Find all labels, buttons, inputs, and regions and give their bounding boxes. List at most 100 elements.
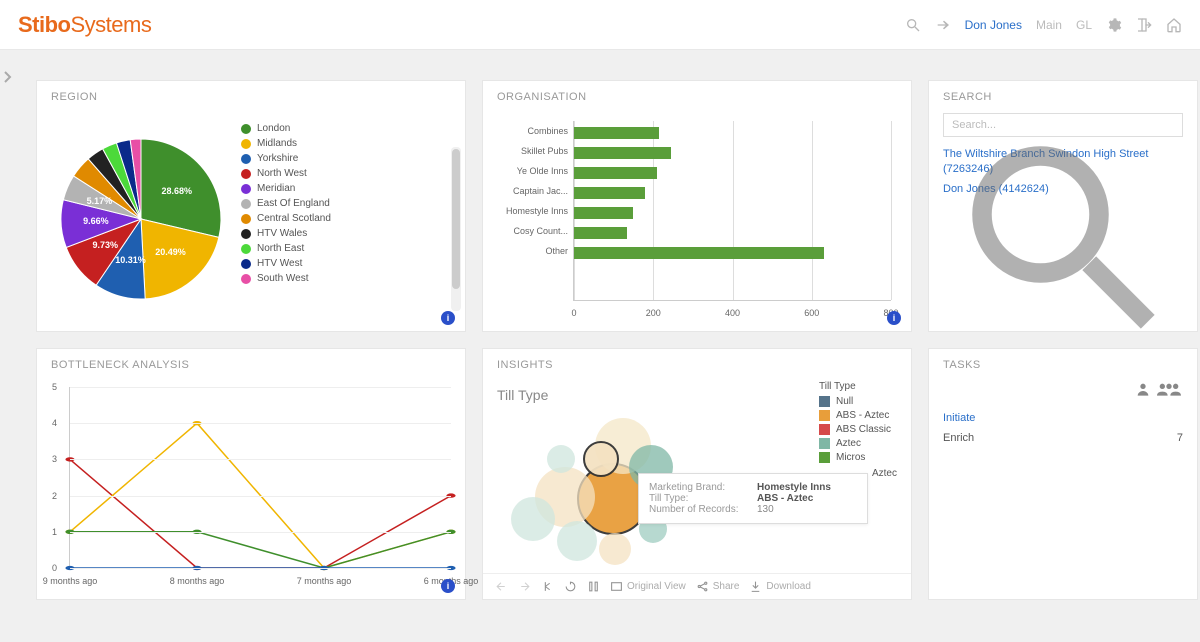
bottleneck-title: BOTTLENECK ANALYSIS (37, 349, 465, 381)
y-tick: 1 (52, 527, 57, 537)
organisation-title: ORGANISATION (483, 81, 911, 113)
y-tick: 5 (52, 382, 57, 392)
insights-legend-item[interactable]: Micros (819, 452, 891, 463)
legend-item[interactable]: London (241, 123, 441, 134)
legend-item[interactable]: Central Scotland (241, 213, 441, 224)
bubble[interactable] (547, 445, 575, 473)
legend-label: Micros (836, 452, 865, 463)
x-label: 9 months ago (43, 576, 98, 586)
share-button[interactable]: Share (696, 580, 740, 593)
bar[interactable]: Ye Olde Inns (574, 167, 657, 179)
refresh-button[interactable] (564, 580, 577, 593)
redo-button[interactable] (518, 580, 531, 593)
user-icon[interactable] (1135, 381, 1151, 397)
tasks-icons (943, 381, 1183, 402)
legend-swatch (241, 184, 251, 194)
bar[interactable]: Combines (574, 127, 659, 139)
gear-icon[interactable] (1106, 17, 1122, 33)
x-tick: 200 (646, 308, 661, 318)
revert-button[interactable] (541, 580, 554, 593)
search-icon[interactable] (905, 17, 921, 33)
info-icon[interactable]: i (441, 579, 455, 593)
user-link[interactable]: Don Jones (965, 18, 1022, 32)
nav-main[interactable]: Main (1036, 18, 1062, 32)
task-label: Initiate (943, 412, 975, 424)
bar-label: Captain Jac... (488, 186, 568, 196)
legend-item[interactable]: North West (241, 168, 441, 179)
region-card: REGION 28.68%20.49%10.31%9.73%9.66%5.17%… (36, 80, 466, 332)
legend-swatch (241, 154, 251, 164)
y-tick: 2 (52, 491, 57, 501)
forward-icon[interactable] (935, 17, 951, 33)
home-icon[interactable] (1166, 17, 1182, 33)
bar[interactable]: Homestyle Inns (574, 207, 633, 219)
top-bar: StiboSystems Don Jones Main GL (0, 0, 1200, 50)
tasks-card: TASKS Initiate Enrich7 (928, 348, 1198, 600)
task-row[interactable]: Initiate (943, 408, 1183, 428)
legend-swatch (819, 438, 830, 449)
legend-item[interactable]: East Of England (241, 198, 441, 209)
legend-swatch (819, 396, 830, 407)
pause-button[interactable] (587, 580, 600, 593)
tasks-title: TASKS (929, 349, 1197, 381)
legend-label: Meridian (257, 183, 295, 194)
nav-gl[interactable]: GL (1076, 18, 1092, 32)
region-pie[interactable]: 28.68%20.49%10.31%9.73%9.66%5.17% (51, 129, 231, 309)
insights-legend-item[interactable]: ABS - Aztec (819, 410, 891, 421)
search-icon[interactable] (943, 117, 1177, 351)
bar[interactable]: Other (574, 247, 824, 259)
bar[interactable]: Captain Jac... (574, 187, 645, 199)
bubble[interactable] (557, 521, 597, 561)
region-legend: London Midlands Yorkshire North West Meridia… (241, 119, 451, 317)
insights-legend-item[interactable]: ABS Classic (819, 424, 891, 435)
legend-swatch (819, 410, 830, 421)
legend-swatch (241, 139, 251, 149)
insights-legend-item[interactable]: Null (819, 396, 891, 407)
logo-main: Stibo (18, 12, 71, 37)
bubble[interactable] (583, 441, 619, 477)
info-icon[interactable]: i (887, 311, 901, 325)
sidebar-expand-icon[interactable] (2, 70, 12, 87)
organisation-card: ORGANISATION 0200400600800CombinesSkille… (482, 80, 912, 332)
pie-slice-label: 28.68% (161, 186, 192, 196)
undo-button[interactable] (495, 580, 508, 593)
y-tick: 4 (52, 418, 57, 428)
task-row: Enrich7 (943, 428, 1183, 448)
y-tick: 0 (52, 563, 57, 573)
legend-label: Yorkshire (257, 153, 298, 164)
legend-item[interactable]: Midlands (241, 138, 441, 149)
legend-label: Central Scotland (257, 213, 331, 224)
region-scrollbar[interactable] (451, 147, 461, 311)
legend-item[interactable]: Meridian (241, 183, 441, 194)
legend-swatch (241, 244, 251, 254)
users-icon[interactable] (1155, 381, 1183, 397)
bubble[interactable] (599, 533, 631, 565)
bar[interactable]: Skillet Pubs (574, 147, 671, 159)
x-label: 8 months ago (170, 576, 225, 586)
legend-item[interactable]: North East (241, 243, 441, 254)
bottleneck-chart[interactable]: 0123459 months ago8 months ago7 months a… (69, 387, 451, 569)
legend-label: HTV Wales (257, 228, 307, 239)
legend-label: East Of England (257, 198, 330, 209)
legend-item[interactable]: South West (241, 273, 441, 284)
logout-icon[interactable] (1136, 17, 1152, 33)
insights-legend-item[interactable]: Aztec (819, 438, 891, 449)
search-title: SEARCH (929, 81, 1197, 113)
organisation-chart[interactable]: 0200400600800CombinesSkillet PubsYe Olde… (573, 121, 891, 301)
pie-slice-label: 5.17% (87, 196, 113, 206)
bar-label: Cosy Count... (488, 226, 568, 236)
pie-slice-label: 9.73% (92, 240, 118, 250)
download-button[interactable]: Download (749, 580, 810, 593)
legend-swatch (241, 124, 251, 134)
bar[interactable]: Cosy Count... (574, 227, 627, 239)
legend-item[interactable]: HTV West (241, 258, 441, 269)
task-count: 7 (1177, 432, 1183, 444)
bar-label: Combines (488, 126, 568, 136)
original-view-button[interactable]: Original View (610, 580, 686, 593)
bubble[interactable] (511, 497, 555, 541)
legend-item[interactable]: Yorkshire (241, 153, 441, 164)
pie-slice-label: 20.49% (155, 247, 186, 257)
legend-item[interactable]: HTV Wales (241, 228, 441, 239)
legend-swatch (241, 229, 251, 239)
info-icon[interactable]: i (441, 311, 455, 325)
